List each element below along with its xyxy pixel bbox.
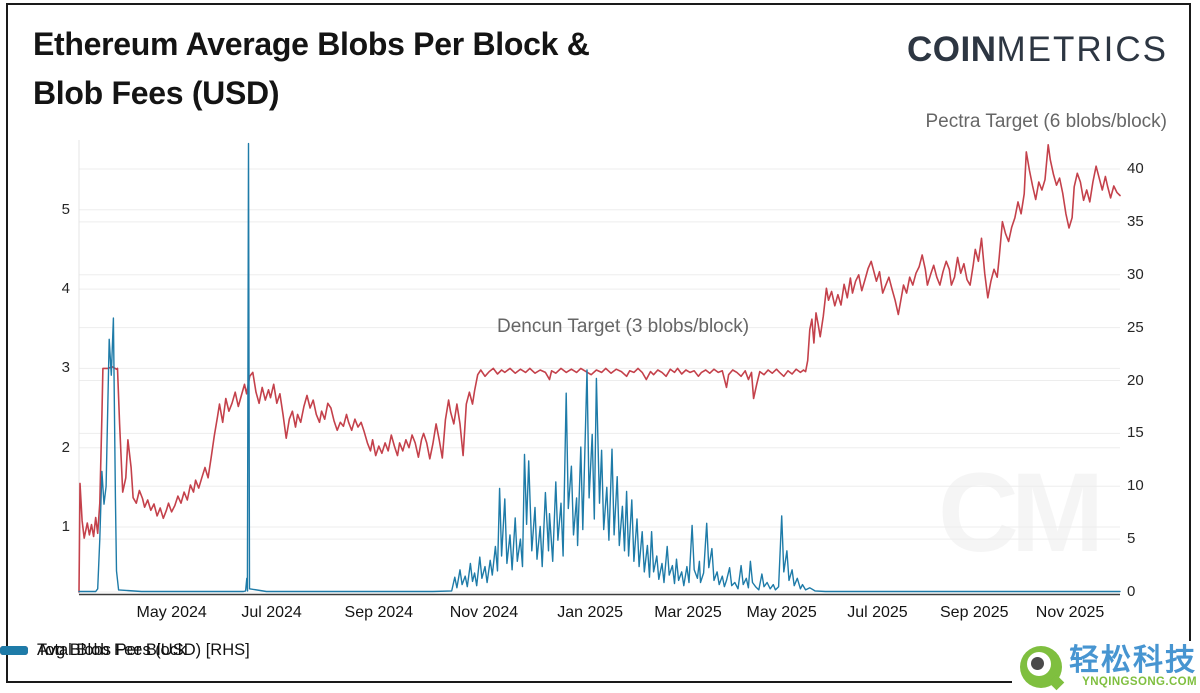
y-left-tick-1: 1	[61, 518, 70, 535]
x-tick: Jul 2025	[847, 604, 908, 621]
y-right-tick-0: 0	[1127, 583, 1136, 600]
x-tick: Nov 2025	[1035, 604, 1105, 621]
y-right-tick-15: 15	[1127, 424, 1144, 442]
blob-fees-label: Total Blob Fees (USD) [RHS]	[37, 641, 250, 659]
x-tick: May 2024	[136, 604, 207, 621]
dencun-target-annotation: Dencun Target (3 blobs/block)	[497, 316, 750, 337]
y-right-tick-25: 25	[1127, 318, 1144, 336]
site-logo-eye-icon	[1020, 636, 1071, 691]
legend-item-blob-fees: Total Blob Fees (USD) [RHS]	[0, 641, 250, 660]
y-right-tick-35: 35	[1127, 212, 1144, 230]
y-right-tick-5: 5	[1127, 530, 1136, 548]
avg-blobs-label: Avg Blobs Per Block	[37, 641, 187, 659]
site-watermark-logo: 轻松科技 YNQINGSONG.COM	[1012, 636, 1197, 693]
x-tick: Jul 2024	[241, 604, 302, 621]
page-title: Ethereum Average Blobs Per Block & Blob …	[33, 20, 590, 118]
site-logo-name: 轻松科技	[1069, 644, 1197, 678]
coinmetrics-logo-bold: COIN	[907, 30, 997, 69]
y-right-tick-20: 20	[1127, 371, 1144, 389]
y-right-tick-30: 30	[1127, 265, 1144, 283]
site-logo-text: 轻松科技 YNQINGSONG.COM	[1069, 646, 1197, 688]
title-line-1: Ethereum Average Blobs Per Block &	[33, 26, 590, 62]
y-right-tick-40: 40	[1127, 160, 1144, 177]
x-tick: Mar 2025	[654, 604, 722, 621]
y-left-tick-2: 2	[61, 438, 70, 456]
coinmetrics-logo: COINMETRICS	[907, 30, 1168, 70]
x-tick: Sep 2024	[344, 604, 414, 621]
title-line-2: Blob Fees (USD)	[33, 74, 280, 111]
coinmetrics-logo-light: METRICS	[996, 30, 1168, 69]
y-left-tick-5: 5	[61, 200, 70, 218]
x-tick: Nov 2024	[449, 604, 519, 621]
avg-blobs-line	[78, 144, 1121, 593]
blob-fees-swatch	[0, 646, 28, 655]
y-left-tick-4: 4	[61, 280, 70, 298]
y-right-tick-10: 10	[1127, 477, 1144, 495]
blob-fees-line	[78, 142, 1121, 593]
pectra-target-annotation: Pectra Target (6 blobs/block)	[925, 111, 1168, 132]
x-tick: Sep 2025	[939, 604, 1009, 621]
site-logo-url: YNQINGSONG.COM	[1082, 675, 1197, 688]
y-left-tick-3: 3	[61, 359, 70, 377]
x-tick: May 2025	[746, 604, 817, 621]
x-tick: Jan 2025	[557, 604, 624, 621]
